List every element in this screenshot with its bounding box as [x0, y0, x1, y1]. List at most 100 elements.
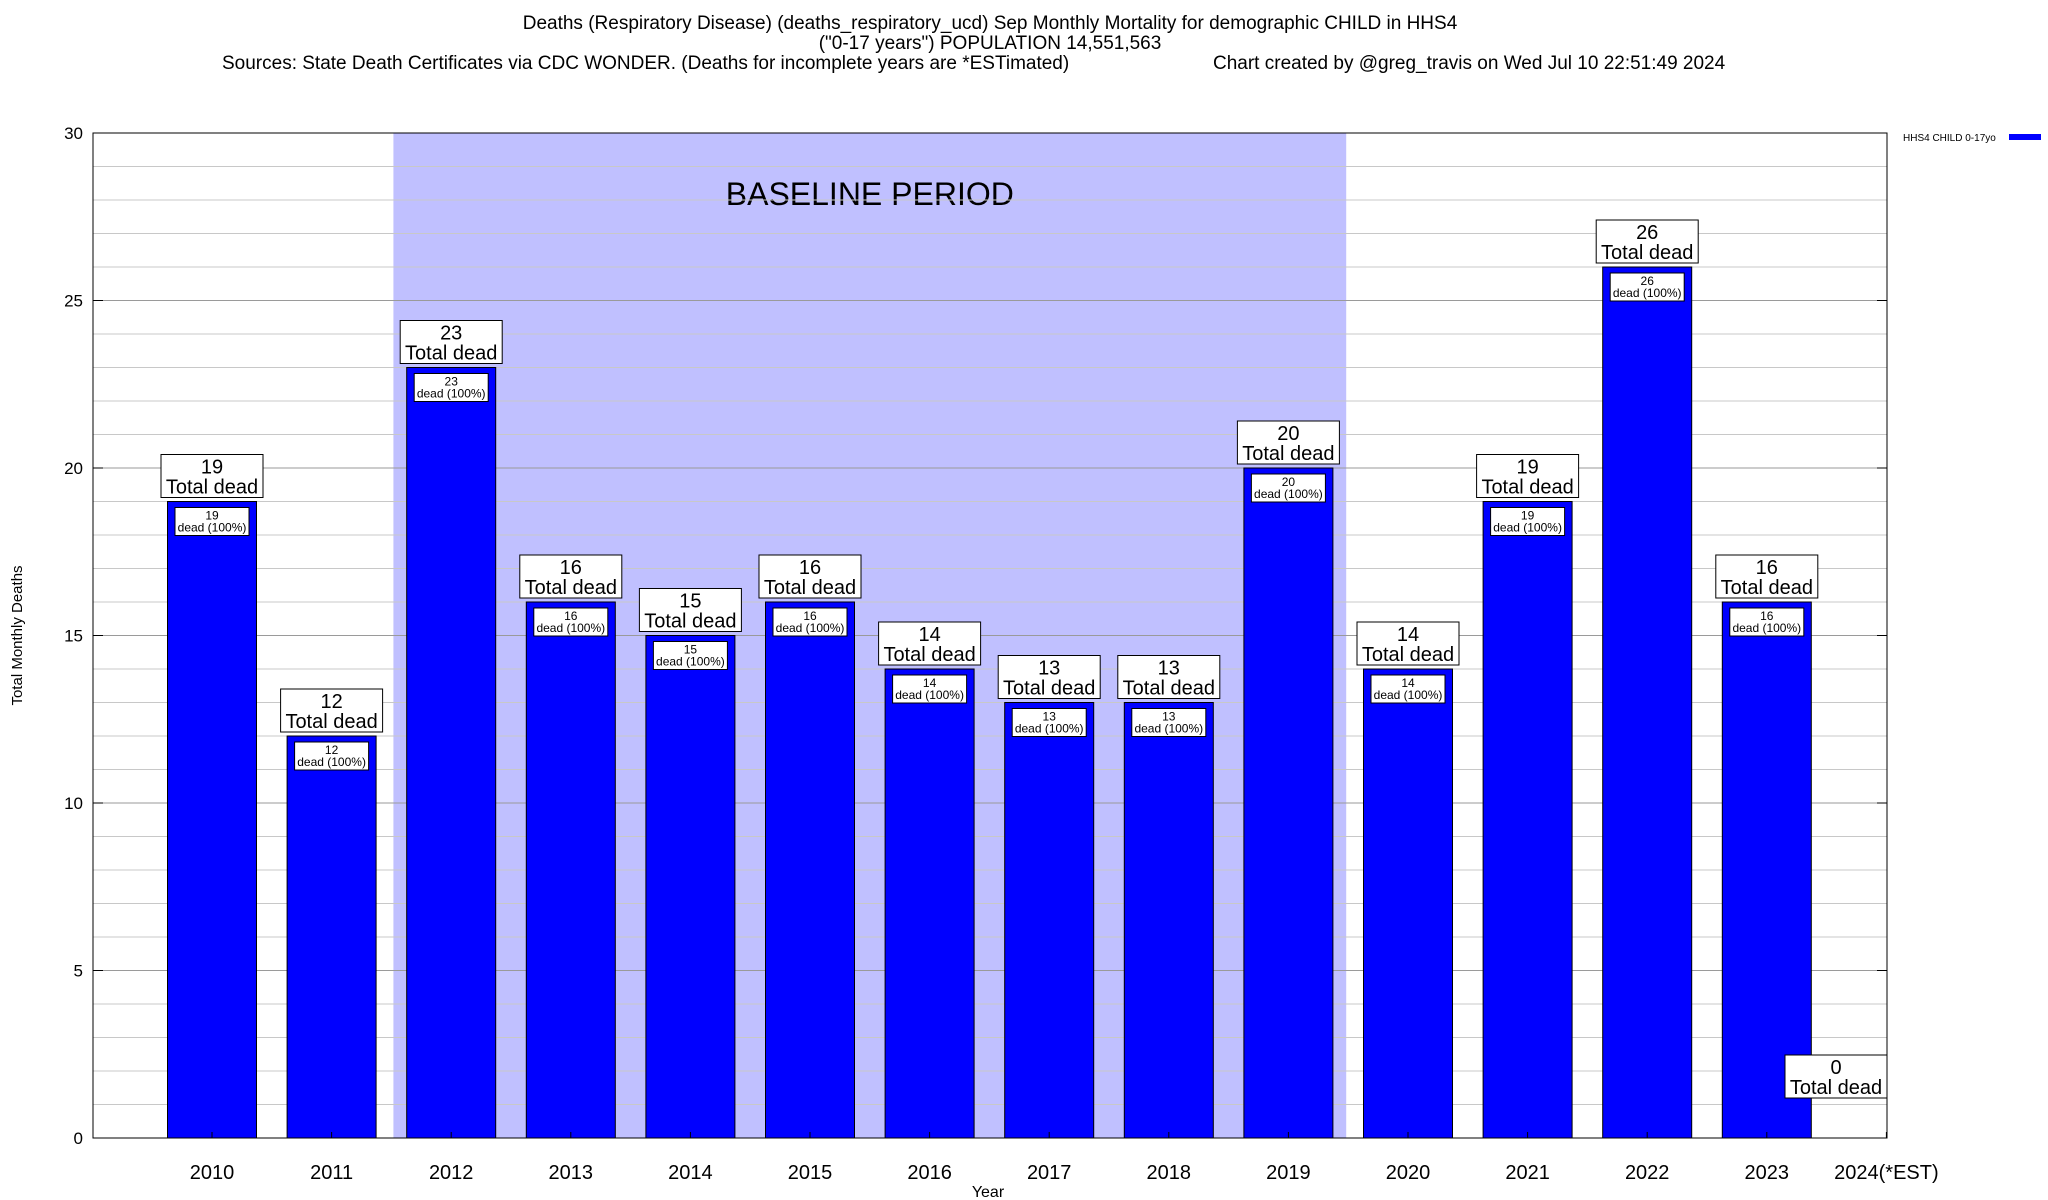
bar-top-label-box: [1356, 621, 1460, 666]
grid-layer: [93, 132, 1887, 1139]
bar-top-label-box: [878, 621, 982, 666]
bar-2011: [286, 735, 377, 1139]
y-tick-label: 10: [64, 794, 83, 813]
bar-inner-value: 16: [803, 609, 817, 623]
x-tick-label: 2024(*EST): [1834, 1162, 1939, 1184]
x-tick-label: 2017: [1027, 1162, 1072, 1184]
bar-top-label-box: [1236, 420, 1340, 465]
bar-top-label-box: [399, 320, 503, 364]
bar-inner-caption: dead (100%): [1374, 688, 1443, 702]
bar-inner-label-box: [1370, 674, 1446, 704]
x-tick-label: 2019: [1266, 1162, 1311, 1184]
bar-top-caption: Total dead: [764, 577, 856, 599]
bar-inner-value: 16: [1760, 609, 1774, 623]
bar-inner-value: 12: [325, 743, 339, 757]
chart-credit: Chart created by @greg_travis on Wed Jul…: [1213, 53, 1726, 74]
bar-inner-label-box: [1250, 473, 1326, 503]
x-tick-label: 2018: [1147, 1162, 1192, 1184]
bar-inner-label-box: [1131, 708, 1207, 737]
bar-2021: [1482, 501, 1573, 1139]
bar-top-value: 14: [918, 624, 940, 646]
x-tick-label: 2013: [549, 1162, 594, 1184]
bar-top-label-box: [1595, 219, 1699, 264]
y-tick-label: 25: [64, 292, 83, 311]
legend: HHS4 CHILD 0-17yo: [1903, 133, 2041, 144]
bar-top-value: 16: [560, 557, 582, 579]
bar-inner-caption: dead (100%): [1015, 722, 1084, 736]
bar-top-label-box: [1117, 655, 1221, 699]
x-tick-label: 2023: [1745, 1162, 1790, 1184]
bar-inner-caption: dead (100%): [656, 655, 725, 669]
bar-top-caption: Total dead: [1003, 678, 1095, 700]
bar-inner-value: 19: [1521, 509, 1535, 523]
bar-inner-value: 15: [684, 643, 698, 657]
bar-inner-label-box: [174, 507, 250, 536]
bar-top-value: 19: [1516, 457, 1538, 479]
x-tick-label: 2012: [429, 1162, 474, 1184]
bar-top-label-box: [638, 588, 742, 632]
bar-inner-label-box: [1011, 708, 1087, 737]
y-tick-label: 0: [74, 1129, 83, 1148]
bar-top-value: 14: [1397, 624, 1419, 646]
bar-top-label-box: [280, 688, 384, 733]
x-tick-label: 2016: [907, 1162, 952, 1184]
bar-inner-value: 26: [1641, 274, 1655, 288]
x-tick-label: 2022: [1625, 1162, 1670, 1184]
legend-label: HHS4 CHILD 0-17yo: [1903, 133, 1996, 144]
bar-inner-caption: dead (100%): [417, 387, 486, 401]
bar-2014: [645, 635, 736, 1139]
bar-inner-caption: dead (100%): [1254, 487, 1323, 501]
bar-top-value: 12: [320, 691, 342, 713]
x-tick-label: 2020: [1386, 1162, 1431, 1184]
bar-top-caption: Total dead: [644, 611, 736, 633]
y-tick-label: 15: [64, 627, 83, 646]
bar-top-value: 13: [1158, 658, 1180, 680]
bar-inner-value: 20: [1282, 475, 1296, 489]
y-tick-label: 30: [64, 124, 83, 143]
bar-inner-caption: dead (100%): [895, 688, 964, 702]
bar-top-label-box: [758, 554, 862, 599]
bar-2017: [1004, 702, 1095, 1139]
chart-title-line2: ("0-17 years") POPULATION 14,551,563: [818, 33, 1162, 54]
bar-2019: [1243, 467, 1334, 1139]
bar-inner-caption: dead (100%): [1493, 521, 1562, 535]
bar-top-value: 15: [679, 591, 701, 613]
bar-top-caption: Total dead: [405, 343, 497, 365]
bar-top-caption: Total dead: [285, 711, 377, 733]
bar-top-caption: Total dead: [883, 644, 975, 666]
x-axis-label: Year: [972, 1184, 1005, 1200]
bar-top-caption: Total dead: [1790, 1077, 1882, 1099]
bar-top-label-box: [1715, 554, 1819, 599]
bar-top-caption: Total dead: [1481, 477, 1573, 499]
bar-top-caption: Total dead: [1242, 443, 1334, 465]
bar-inner-value: 13: [1162, 710, 1176, 724]
bar-top-caption: Total dead: [525, 577, 617, 599]
bar-inner-label-box: [652, 641, 728, 670]
chart-sources: Sources: State Death Certificates via CD…: [222, 53, 1070, 74]
bars-layer: [167, 266, 1812, 1139]
bar-inner-caption: dead (100%): [1732, 621, 1801, 635]
bar-top-value: 20: [1277, 423, 1299, 445]
bar-inner-label-box: [1609, 272, 1685, 302]
bar-2020: [1363, 668, 1453, 1139]
bar-2016: [884, 668, 975, 1139]
bar-inner-value: 23: [445, 375, 459, 389]
bar-top-label-box: [997, 655, 1101, 699]
bar-inner-value: 19: [205, 509, 219, 523]
bar-inner-value: 14: [1401, 676, 1415, 690]
bar-inner-caption: dead (100%): [776, 621, 845, 635]
x-tick-label: 2014: [668, 1162, 713, 1184]
bar-top-value: 26: [1636, 222, 1658, 244]
bar-top-caption: Total dead: [1601, 242, 1693, 264]
bar-2012: [406, 367, 497, 1139]
bar-inner-label-box: [892, 674, 968, 704]
bar-top-caption: Total dead: [1123, 678, 1215, 700]
bar-inner-caption: dead (100%): [536, 621, 605, 635]
y-tick-label: 5: [74, 962, 83, 981]
bar-top-value: 16: [799, 557, 821, 579]
bar-inner-caption: dead (100%): [1134, 722, 1203, 736]
x-tick-label: 2021: [1505, 1162, 1550, 1184]
bar-top-label-box: [1784, 1054, 1888, 1099]
